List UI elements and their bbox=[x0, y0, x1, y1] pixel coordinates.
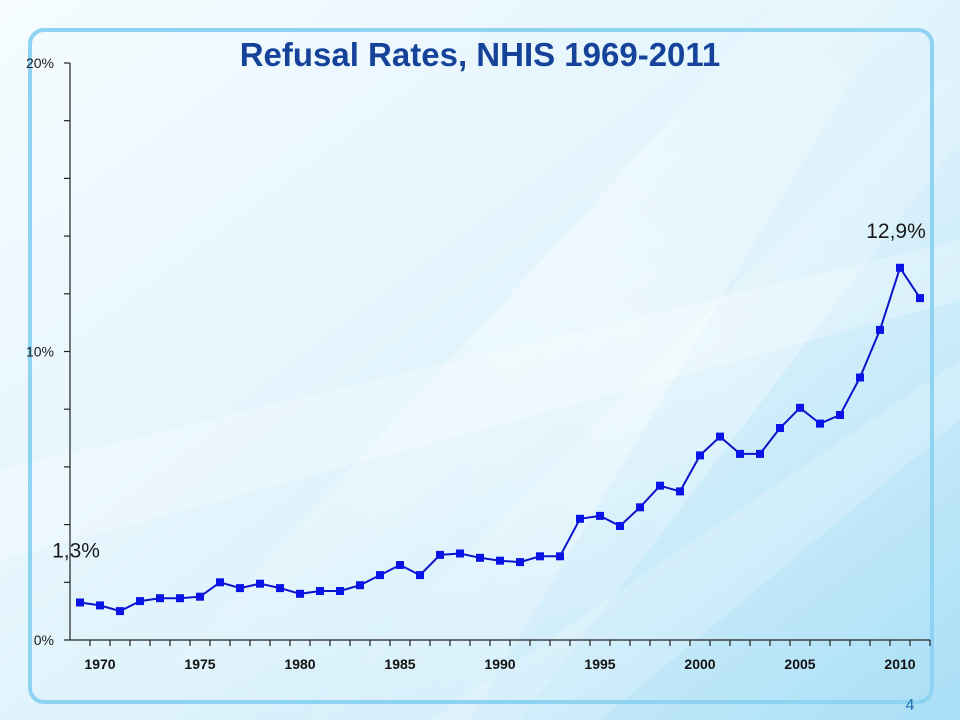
data-point-marker bbox=[896, 263, 904, 272]
x-tick-label: 1970 bbox=[84, 656, 115, 672]
data-point-marker bbox=[256, 579, 264, 588]
content-frame bbox=[28, 28, 934, 704]
y-tick-label: 20% bbox=[26, 55, 54, 71]
data-point-marker bbox=[476, 553, 484, 562]
data-point-marker bbox=[676, 487, 684, 496]
data-point-marker bbox=[316, 587, 324, 595]
x-tick-label: 1995 bbox=[584, 656, 615, 672]
light-beam bbox=[120, 0, 900, 720]
data-point-marker bbox=[156, 594, 164, 603]
data-point-marker bbox=[596, 511, 604, 520]
data-point-marker bbox=[556, 552, 564, 561]
data-point-marker bbox=[656, 481, 664, 490]
data-point-marker bbox=[296, 589, 304, 598]
axes bbox=[69, 63, 930, 641]
data-point-marker bbox=[756, 449, 764, 458]
data-point-marker bbox=[116, 607, 124, 616]
data-label: 12,9% bbox=[866, 220, 926, 243]
x-axis-ticks: 1970 1975 1980 1985 1990 1995 2000 2005 2010 bbox=[84, 640, 931, 672]
data-point-marker bbox=[336, 587, 344, 595]
data-point-marker bbox=[576, 514, 584, 523]
data-point-marker bbox=[96, 601, 104, 610]
data-point-marker bbox=[636, 503, 644, 512]
x-tick-label: 1985 bbox=[384, 656, 415, 672]
data-point-marker bbox=[356, 581, 364, 590]
data-point-marker bbox=[176, 594, 184, 603]
data-point-marker bbox=[396, 561, 404, 569]
y-tick-label: 0% bbox=[34, 632, 54, 648]
data-point-marker bbox=[376, 571, 384, 580]
data-point-marker bbox=[416, 571, 424, 580]
data-point-marker bbox=[496, 556, 504, 565]
data-point-marker bbox=[696, 451, 704, 460]
y-axis-ticks: 0% 10% 20% bbox=[26, 55, 70, 648]
y-tick-label: 10% bbox=[26, 344, 54, 360]
x-tick-label: 1980 bbox=[284, 656, 315, 672]
x-tick-label: 1975 bbox=[184, 656, 215, 672]
data-point-marker bbox=[856, 373, 864, 382]
data-point-marker bbox=[736, 449, 744, 458]
data-point-marker bbox=[536, 552, 544, 561]
data-point-marker bbox=[456, 549, 464, 558]
data-point-marker bbox=[276, 584, 284, 593]
data-point-marker bbox=[796, 403, 804, 412]
x-tick-label: 1990 bbox=[484, 656, 515, 672]
data-point-marker bbox=[196, 592, 204, 601]
data-point-marker bbox=[436, 550, 444, 559]
data-annotations: 1,3% 12,9% bbox=[52, 220, 926, 563]
chart-title: Refusal Rates, NHIS 1969-2011 bbox=[240, 36, 721, 73]
x-tick-label: 2010 bbox=[884, 656, 915, 672]
data-point-marker bbox=[816, 419, 824, 428]
data-point-marker bbox=[876, 325, 884, 334]
data-point-marker bbox=[916, 294, 924, 303]
light-beam bbox=[430, 360, 960, 720]
light-beam bbox=[0, 240, 960, 560]
page-number: 4 bbox=[906, 697, 915, 714]
series-markers bbox=[76, 263, 924, 616]
data-point-marker bbox=[76, 598, 84, 607]
data-point-marker bbox=[776, 424, 784, 432]
data-point-marker bbox=[836, 411, 844, 419]
data-label: 1,3% bbox=[52, 539, 100, 562]
x-tick-label: 2000 bbox=[684, 656, 715, 672]
data-point-marker bbox=[716, 432, 724, 441]
x-tick-label: 2005 bbox=[784, 656, 815, 672]
data-point-marker bbox=[136, 597, 144, 606]
data-point-marker bbox=[516, 558, 524, 567]
data-point-marker bbox=[216, 578, 224, 587]
data-point-marker bbox=[236, 584, 244, 593]
data-point-marker bbox=[616, 522, 624, 530]
